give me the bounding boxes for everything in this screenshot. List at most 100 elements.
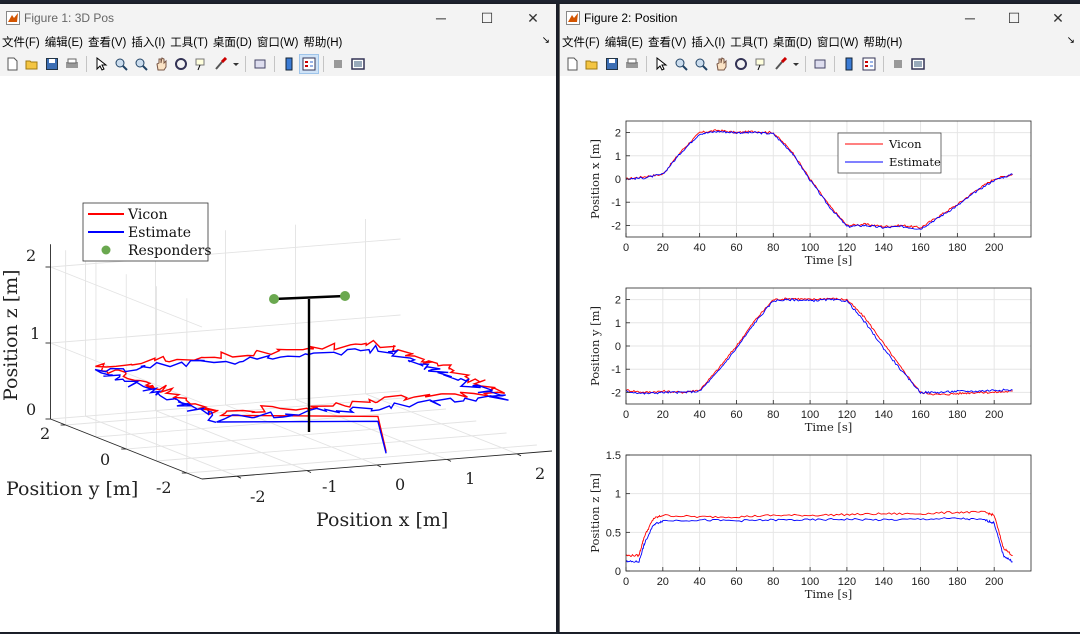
x-tick-label: 20 [657,409,669,421]
new-figure-icon[interactable] [3,55,21,73]
hide-plot-tools-icon[interactable] [889,55,907,73]
hide-plot-tools-icon[interactable] [329,55,347,73]
menu-tools[interactable]: 工具(T) [170,37,208,49]
x-tick-label: 120 [838,242,856,254]
title-bar[interactable]: Figure 2: Position ─ ☐ ✕ [560,4,1080,32]
menu-view[interactable]: 查看(V) [648,37,687,49]
zoom-out-icon[interactable] [692,55,710,73]
subplot-3[interactable]: 0 20 40 60 80 100 120 140 160 180 200 1.5 1 0.5 0 Time … [588,450,1032,601]
menu-insert[interactable]: 插入(I) [691,37,726,49]
subplot-2[interactable]: 0 20 40 60 80 100 120 140 160 180 200 2 1 0 -1 -2 Time [… [588,287,1032,434]
colorbar-icon[interactable] [840,55,858,73]
legend-icon[interactable] [299,54,319,74]
close-icon[interactable]: ✕ [1052,9,1064,26]
x-tick-label: 100 [801,409,819,421]
x-tick-label: 60 [730,242,742,254]
zoom-in-icon[interactable] [112,55,130,73]
x-tick-label: -2 [250,487,266,506]
dock-arrow-icon[interactable]: ↘ [1066,35,1075,46]
menu-tools[interactable]: 工具(T) [730,37,768,49]
menu-window[interactable]: 窗口(W) [816,37,859,49]
y-tick-label: 0 [615,174,621,186]
zoom-out-icon[interactable] [132,55,150,73]
matlab-icon [6,11,20,25]
menu-insert[interactable]: 插入(I) [131,37,166,49]
open-file-icon[interactable] [23,55,41,73]
legend[interactable]: Vicon Estimate [837,132,942,174]
data-cursor-icon[interactable] [192,55,210,73]
menu-help[interactable]: 帮助(H) [863,37,903,49]
menu-edit[interactable]: 编辑(E) [44,37,84,49]
y-tick-label: -2 [156,478,172,497]
link-plot-icon[interactable] [811,55,829,73]
x-tick-label: 140 [875,242,893,254]
close-icon[interactable]: ✕ [527,9,539,26]
x-tick [446,458,452,462]
menu-file[interactable]: 文件(F) [2,37,40,49]
pan-icon[interactable] [712,55,730,73]
floor-grid-line [156,432,507,462]
x-tick-label: 40 [694,576,706,588]
floor-grid-line [186,444,537,474]
rotate-3d-icon[interactable] [732,55,750,73]
save-icon[interactable] [43,55,61,73]
minimize-icon[interactable]: ─ [436,10,446,26]
rotate-3d-icon[interactable] [172,55,190,73]
print-icon[interactable] [63,55,81,73]
legend-icon[interactable] [860,55,878,73]
legend[interactable]: Vicon Estimate Responders [82,202,212,262]
data-cursor-icon[interactable] [752,55,770,73]
x-tick [236,475,242,479]
x-tick-label: 200 [985,576,1003,588]
show-plot-tools-icon[interactable] [909,55,927,73]
y-tick-label: 0.5 [606,527,621,539]
pan-icon[interactable] [152,55,170,73]
link-plot-icon[interactable] [251,55,269,73]
responder-marker [269,294,279,304]
axes-3d [45,244,553,480]
toolbar-separator [834,56,835,72]
zoom-in-icon[interactable] [672,55,690,73]
x-tick-label: 180 [948,242,966,254]
menu-desktop[interactable]: 桌面(D) [212,37,252,49]
z-axis-label: Position z [m] [0,269,22,401]
chevron-down-icon[interactable] [792,55,800,73]
save-icon[interactable] [603,55,621,73]
x-tick-label: 1 [465,469,475,488]
show-plot-tools-icon[interactable] [349,55,367,73]
figure-toolbar [560,52,1080,77]
figure-canvas[interactable]: 2 1 0 2 0 -2 -2 -1 0 1 2 Position x [m] … [0,76,556,632]
x-tick-label: 200 [985,409,1003,421]
x-tick-label: 20 [657,576,669,588]
figure-canvas[interactable]: 0 20 40 60 80 100 120 140 160 180 200 2 1 0 -1 -2 Time [… [560,76,1080,632]
menu-edit[interactable]: 编辑(E) [604,37,644,49]
open-file-icon[interactable] [583,55,601,73]
maximize-icon[interactable]: ☐ [480,9,494,26]
pointer-icon[interactable] [652,55,670,73]
colorbar-icon[interactable] [280,55,298,73]
minimize-icon[interactable]: ─ [965,10,975,26]
plot-3d-position[interactable]: 2 1 0 2 0 -2 -2 -1 0 1 2 Position x [m] … [0,76,556,632]
menu-file[interactable]: 文件(F) [562,37,600,49]
legend-marker-responders [101,245,111,255]
print-icon[interactable] [623,55,641,73]
brush-icon[interactable] [212,55,230,73]
subplot-1[interactable]: 0 20 40 60 80 100 120 140 160 180 200 2 1 0 -1 -2 Time [… [588,120,1032,267]
new-figure-icon[interactable] [563,55,581,73]
title-bar[interactable]: Figure 1: 3D Pos ─ ☐ ✕ [0,4,556,32]
x-tick-label: 40 [694,242,706,254]
x-tick [306,470,312,474]
menu-window[interactable]: 窗口(W) [256,37,299,49]
brush-icon[interactable] [772,55,790,73]
x-tick-label: 20 [657,242,669,254]
menu-desktop[interactable]: 桌面(D) [772,37,812,49]
pointer-icon[interactable] [92,55,110,73]
menu-view[interactable]: 查看(V) [88,37,127,49]
x-tick-label: 80 [767,576,779,588]
back-wall-grid-line [50,314,401,344]
maximize-icon[interactable]: ☐ [1007,9,1021,26]
menu-help[interactable]: 帮助(H) [303,37,343,49]
dock-arrow-icon[interactable]: ↘ [541,35,550,46]
chevron-down-icon[interactable] [232,55,240,73]
